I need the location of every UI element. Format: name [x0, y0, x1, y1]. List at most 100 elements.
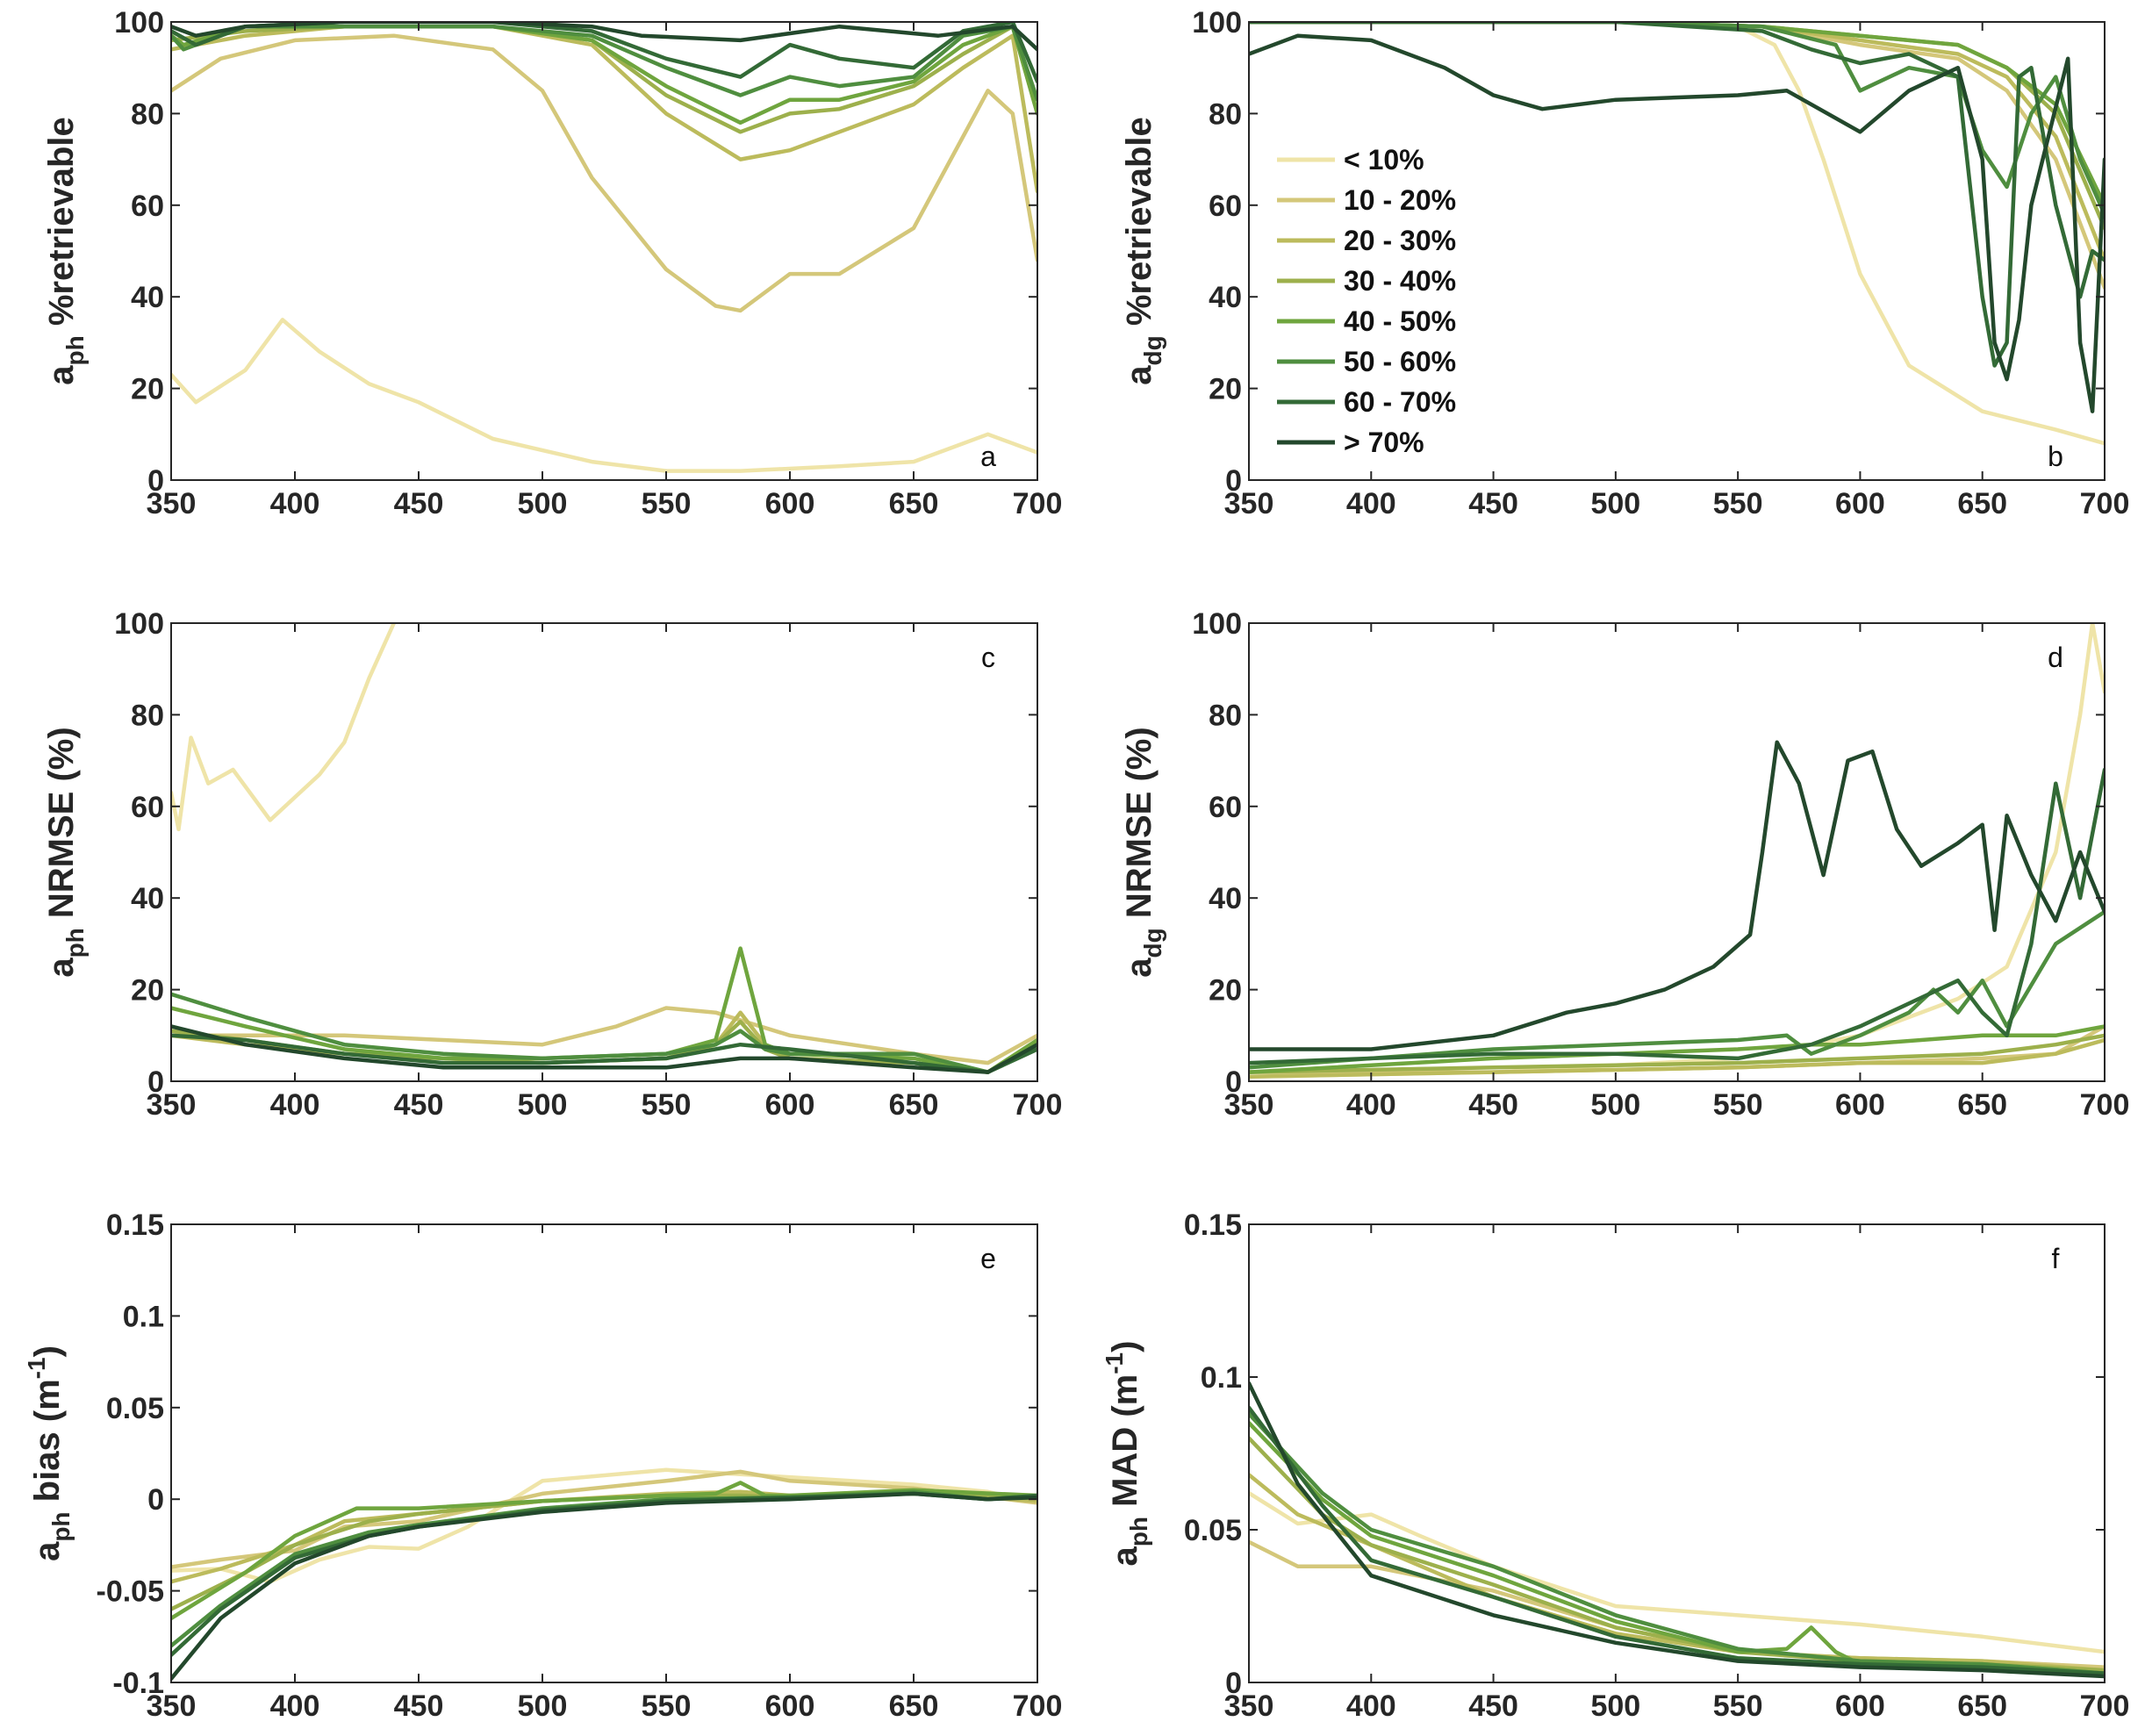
- panel-f: 350 400 450 500 550 600 650 700 0 0.05 0.1 0.15 f aph…: [1101, 1209, 2129, 1723]
- y-tick-label: 0.1: [123, 1300, 164, 1333]
- y-tick-label: -0.05: [97, 1575, 165, 1609]
- axes-box: [1248, 21, 2106, 481]
- y-tick-label: 60: [1209, 190, 1242, 223]
- x-tick-label: 450: [1468, 1689, 1518, 1723]
- y-tick-label: 80: [131, 97, 164, 131]
- x-tick-label: 600: [765, 487, 815, 520]
- x-tick-label: 650: [889, 487, 939, 520]
- x-tick-label: 450: [394, 1088, 444, 1122]
- series-line-8: [1249, 33, 2105, 413]
- y-tick-label: 60: [131, 791, 164, 824]
- y-axis-label: aph MAD (m-1): [1101, 1341, 1152, 1567]
- x-tick-label: 400: [1346, 1689, 1396, 1723]
- x-tick-label: 550: [1713, 1088, 1763, 1122]
- x-tick-label: 450: [1468, 1088, 1518, 1122]
- series-line-1: [171, 318, 1037, 473]
- series-group: [1249, 1381, 2105, 1679]
- x-tick-label: 400: [1346, 1088, 1396, 1122]
- legend-label: 40 - 50%: [1344, 305, 1456, 337]
- series-line-3: [1249, 1473, 2105, 1673]
- legend-label: 60 - 70%: [1344, 386, 1456, 418]
- panel-label: d: [2048, 642, 2063, 673]
- axes-box: [1248, 622, 2106, 1082]
- series-line-7: [1249, 22, 2105, 368]
- x-tick-label: 700: [2080, 1689, 2130, 1723]
- legend-label: > 70%: [1344, 427, 1424, 458]
- series-line-1: [1249, 623, 2105, 1080]
- y-tick-label: 20: [131, 974, 164, 1008]
- y-tick-label: 80: [131, 699, 164, 732]
- y-tick-label: 0: [1225, 464, 1242, 498]
- y-tick-label: 80: [1209, 97, 1242, 131]
- x-tick-label: 400: [270, 1088, 320, 1122]
- series-line-2: [171, 33, 1037, 313]
- x-tick-label: 350: [1224, 487, 1274, 520]
- panel-a: 350 400 450 500 550 600 650 700 0 20 40 60 80 100 a aph…: [42, 6, 1062, 520]
- x-tick-label: 450: [1468, 487, 1518, 520]
- y-tick-label: 60: [1209, 791, 1242, 824]
- x-tick-label: 500: [518, 487, 568, 520]
- x-tick-label: 550: [642, 1689, 692, 1723]
- x-tick-label: 650: [1957, 1689, 2007, 1723]
- y-tick-label: 20: [1209, 974, 1242, 1008]
- legend: < 10% 10 - 20% 20 - 30% 30 - 40% 40 - 50% 50 …: [1277, 144, 1456, 458]
- y-tick-label: 0: [1225, 1065, 1242, 1099]
- panel-label: b: [2048, 441, 2063, 472]
- panel-b: 350 400 450 500 550 600 650 700 0 20 40 60 80 100 b adg…: [1120, 6, 2129, 520]
- y-tick-label: 100: [114, 6, 164, 39]
- y-tick-label: 0.1: [1201, 1361, 1242, 1395]
- x-tick-label: 550: [1713, 487, 1763, 520]
- legend-label: 20 - 30%: [1344, 225, 1456, 256]
- x-tick-label: 700: [2080, 487, 2130, 520]
- axes-box: [170, 21, 1038, 481]
- y-tick-label: 40: [131, 281, 164, 314]
- x-tick-label: 400: [270, 487, 320, 520]
- x-tick-label: 400: [1346, 487, 1396, 520]
- x-tick-label: 500: [518, 1689, 568, 1723]
- series-line-8: [1249, 1381, 2105, 1679]
- y-tick-label: 100: [1192, 6, 1242, 39]
- legend-label: 50 - 60%: [1344, 346, 1456, 377]
- panel-label: f: [2052, 1243, 2060, 1274]
- series-line-6: [171, 992, 1037, 1074]
- x-tick-label: 700: [1013, 487, 1063, 520]
- x-tick-label: 350: [1224, 1088, 1274, 1122]
- x-tick-label: 450: [394, 1689, 444, 1723]
- x-tick-label: 600: [765, 1689, 815, 1723]
- y-axis-label: aph bias (m-1): [23, 1345, 75, 1561]
- y-tick-label: -0.1: [112, 1667, 164, 1700]
- y-axis-label: adg %retrievable: [1120, 117, 1166, 385]
- x-tick-label: 600: [765, 1088, 815, 1122]
- x-tick-label: 650: [1957, 487, 2007, 520]
- panel-label: e: [980, 1243, 996, 1274]
- panel-e: 350 400 450 500 550 600 650 700 -0.1 -0.05 0 0.05 0.…: [23, 1209, 1062, 1723]
- y-tick-label: 100: [1192, 607, 1242, 641]
- y-tick-label: 0.05: [106, 1392, 164, 1425]
- x-tick-label: 350: [147, 487, 197, 520]
- y-tick-label: 0: [147, 1483, 164, 1517]
- series-line-8: [171, 1491, 1037, 1682]
- series-line-1: [171, 623, 397, 832]
- x-tick-label: 650: [1957, 1088, 2007, 1122]
- y-tick-label: 0: [147, 1065, 164, 1099]
- y-tick-label: 0.15: [106, 1209, 164, 1242]
- series-line-4: [1249, 1033, 2105, 1074]
- panel-d: 350 400 450 500 550 600 650 700 0 20 40 60 80 100 d adg…: [1120, 607, 2129, 1122]
- series-line-5: [1249, 22, 2105, 208]
- series-line-6: [1249, 909, 2105, 1070]
- y-tick-label: 0: [1225, 1667, 1242, 1700]
- y-tick-label: 20: [1209, 373, 1242, 406]
- series-group: [171, 1467, 1037, 1682]
- y-tick-label: 40: [131, 882, 164, 915]
- x-tick-label: 600: [1835, 487, 1885, 520]
- x-tick-label: 550: [1713, 1689, 1763, 1723]
- legend-label: 10 - 20%: [1344, 184, 1456, 216]
- y-axis-label: adg NRMSE (%): [1120, 727, 1166, 977]
- x-tick-label: 500: [518, 1088, 568, 1122]
- series-line-5: [171, 946, 1037, 1074]
- x-tick-label: 400: [270, 1689, 320, 1723]
- x-tick-label: 500: [1590, 1689, 1640, 1723]
- y-tick-label: 40: [1209, 281, 1242, 314]
- axes-box: [170, 622, 1038, 1082]
